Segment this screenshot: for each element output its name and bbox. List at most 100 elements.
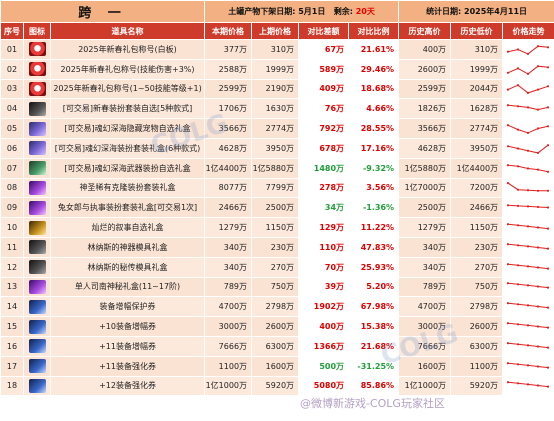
- header-row: 序号 图标 道具名称 本期价格 上期价格 对比差额 对比比例 历史高价 历史低价…: [0, 22, 554, 40]
- row-number: 12: [0, 256, 24, 278]
- price-diff: 39万: [298, 276, 350, 298]
- col-header-high: 历史高价: [398, 22, 452, 40]
- trend-point: [506, 182, 510, 185]
- price-diff: 589万: [298, 58, 350, 80]
- price-diff: 409万: [298, 78, 350, 100]
- history-low: 2798万: [450, 296, 504, 318]
- history-high: 7666万: [398, 335, 452, 357]
- trend-point: [526, 324, 530, 327]
- trend-point: [516, 343, 520, 346]
- price-ratio: 18.68%: [348, 78, 400, 100]
- item-icon: [23, 316, 51, 337]
- price-ratio: 3.56%: [348, 177, 400, 199]
- col-header-name: 道具名称: [49, 22, 206, 40]
- trend-point: [516, 48, 520, 51]
- current-price: 7666万: [204, 335, 253, 357]
- trend-line: [507, 45, 549, 55]
- trend-cell: [502, 78, 554, 100]
- trend-point: [506, 381, 510, 384]
- blue-item-icon: [28, 339, 46, 354]
- item-name: [可交易]魂幻深海装扮套装礼盒(6种款式): [49, 137, 206, 159]
- trend-point: [516, 263, 520, 267]
- table-row: 13 单人司南神秘礼盒(11~17阶) 789万 750万 39万 5.20% 789万 75…: [0, 276, 554, 298]
- trend-point: [516, 362, 520, 366]
- history-high: 340万: [398, 236, 452, 258]
- history-low: 2044万: [450, 78, 504, 100]
- trend-point: [526, 205, 530, 208]
- gear-item-icon: [28, 101, 46, 116]
- price-diff: 1902万: [298, 296, 350, 318]
- row-number: 02: [0, 58, 24, 80]
- trend-sparkline: [506, 182, 550, 193]
- row-number: 07: [0, 157, 24, 179]
- item-name: 神圣稀有克隆装扮套装礼盒: [49, 177, 206, 199]
- trend-point: [536, 151, 540, 154]
- trend-point: [506, 242, 510, 246]
- trend-sparkline: [506, 341, 550, 349]
- trend-cell: [502, 137, 554, 159]
- row-number: 11: [0, 236, 24, 258]
- item-name: 林纳斯的秘传模具礼盒: [49, 256, 206, 278]
- col-header-icon: 图标: [23, 22, 51, 40]
- trend-sparkline: [506, 143, 550, 154]
- item-icon: [23, 98, 51, 120]
- table-row: 08 神圣稀有克隆装扮套装礼盒 8077万 7799万 278万 3.56% 1亿7000万…: [0, 177, 554, 199]
- price-diff: 76万: [298, 98, 350, 120]
- trend-cell: [502, 98, 554, 120]
- trend-point: [526, 264, 530, 268]
- item-name: [可交易]魂幻深海隐藏宠物自选礼盒: [49, 118, 206, 139]
- current-price: 789万: [204, 276, 253, 298]
- trend-line: [507, 65, 549, 75]
- price-diff: 34万: [298, 197, 350, 219]
- trend-point: [546, 143, 550, 147]
- price-ratio: 67.98%: [348, 296, 400, 318]
- history-high: 789万: [398, 276, 452, 298]
- trend-point: [506, 341, 510, 345]
- history-high: 4628万: [398, 137, 452, 159]
- table-row: 09 兔女郎与执事装扮套装礼盒[可交易1次] 2466万 2500万 34万 -1.36%…: [0, 197, 554, 219]
- price-ratio: -31.25%: [348, 355, 400, 377]
- table-row: 04 [可交易]新春装扮套装自选[5种款式] 1706万 1630万 76万 4.66% 1…: [0, 98, 554, 120]
- trend-point: [536, 365, 540, 368]
- gear-item-icon: [28, 260, 46, 275]
- history-low: 5920万: [450, 375, 504, 397]
- trend-cell: [502, 157, 554, 179]
- row-number: 01: [0, 39, 24, 60]
- trend-point: [516, 128, 520, 131]
- box-item-icon: [28, 121, 46, 136]
- trend-point: [526, 72, 530, 75]
- current-price: 340万: [204, 236, 253, 258]
- trend-cell: [502, 39, 554, 60]
- trend-point: [526, 304, 530, 307]
- item-icon: [23, 256, 51, 278]
- current-price: 1706万: [204, 98, 253, 120]
- remaining-label: 剩余:: [333, 7, 353, 16]
- previous-price: 230万: [251, 236, 300, 258]
- price-ratio: 29.46%: [348, 58, 400, 80]
- table-row: 17 +11装备强化券 1100万 1600万 500万 -31.25% 1600万 1100…: [0, 355, 554, 377]
- col-header-ratio: 对比比例: [348, 22, 400, 40]
- trend-point: [536, 345, 540, 348]
- trend-point: [506, 223, 510, 226]
- current-price: 8077万: [204, 177, 253, 199]
- trend-sparkline: [506, 64, 550, 75]
- trend-point: [516, 189, 520, 192]
- history-low: 6300万: [450, 335, 504, 357]
- price-ratio: -1.36%: [348, 197, 400, 219]
- trend-point: [536, 108, 540, 111]
- trend-point: [526, 131, 530, 135]
- trend-sparkline: [506, 204, 550, 209]
- trend-point: [506, 361, 510, 364]
- trend-point: [506, 104, 510, 107]
- history-low: 2600万: [450, 316, 504, 337]
- price-table: 跨 一 土罐产物下架日期: 5月1日 剩余: 20天 统计日期: 2025年4月…: [0, 0, 554, 397]
- trend-point: [536, 44, 540, 48]
- previous-price: 1630万: [251, 98, 300, 120]
- trend-point: [536, 88, 540, 92]
- table-row: 06 [可交易]魂幻深海装扮套装礼盒(6种款式) 4628万 3950万 678万 17.…: [0, 137, 554, 159]
- history-low: 1亿4400万: [450, 157, 504, 179]
- trend-sparkline: [506, 282, 550, 290]
- trend-point: [526, 106, 530, 109]
- history-high: 1亿5880万: [398, 157, 452, 179]
- history-low: 1150万: [450, 217, 504, 238]
